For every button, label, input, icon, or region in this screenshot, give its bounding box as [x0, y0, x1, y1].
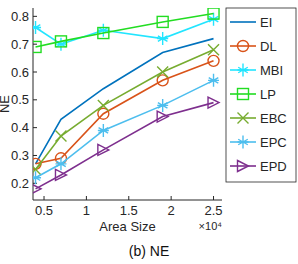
y-tick-label: 0.6: [11, 65, 29, 80]
series-line: [36, 39, 214, 164]
legend-marker: [238, 41, 249, 52]
legend-marker: [238, 136, 249, 149]
chart: 0.2 0.3 0.4 0.5 0.6 0.7 0.8 0.5 1 1.5 2 2.5 ×10⁴ Area…: [0, 0, 298, 264]
point: [55, 36, 66, 47]
legend: EI DL MBI LP EBC EPC EPD: [226, 8, 296, 182]
y-tick: [33, 72, 37, 73]
legend-box: [226, 8, 296, 182]
legend-label: EPC: [260, 135, 287, 150]
point: [55, 169, 66, 180]
point: [157, 16, 168, 27]
y-tick-label: 0.2: [11, 176, 29, 191]
x-tick-label: 2.5: [204, 203, 222, 218]
y-tick: [33, 155, 37, 156]
y-tick-label: 0.3: [11, 148, 29, 163]
legend-line: [230, 45, 256, 47]
legend-marker: [238, 113, 249, 124]
point: [33, 41, 41, 52]
point: [98, 144, 109, 155]
y-axis-label: NE: [0, 95, 12, 113]
point: [33, 171, 41, 184]
legend-label: DL: [260, 39, 277, 54]
point: [208, 44, 219, 55]
point: [157, 32, 168, 45]
legend-marker: [238, 161, 249, 172]
series-line: [36, 103, 214, 189]
point: [157, 67, 168, 78]
legend-label: EPD: [260, 159, 287, 174]
y-tick-label: 0.8: [11, 9, 29, 24]
legend-label: MBI: [260, 63, 283, 78]
point: [157, 111, 168, 122]
series-line: [36, 61, 214, 164]
legend-line: [230, 21, 256, 23]
point: [55, 38, 66, 51]
legend-label: LP: [260, 87, 276, 102]
legend-line: [230, 93, 256, 95]
legend-label: EI: [260, 15, 272, 30]
point: [208, 8, 219, 19]
y-tick: [33, 127, 37, 128]
y-tick: [33, 44, 37, 45]
point: [98, 124, 109, 137]
y-tick-label: 0.7: [11, 37, 29, 52]
legend-marker: [238, 89, 249, 100]
point: [98, 28, 109, 39]
x-tick: [44, 196, 45, 200]
legend-marker: [238, 64, 249, 77]
y-tick: [33, 16, 37, 17]
point: [208, 55, 219, 66]
point: [98, 24, 109, 37]
series-line: [36, 80, 214, 177]
x-axis: [33, 200, 222, 201]
y-tick-label: 0.5: [11, 92, 29, 107]
x-tick: [171, 196, 172, 200]
point: [157, 99, 168, 112]
x-tick-label: 0.5: [35, 203, 53, 218]
point: [55, 131, 66, 142]
x-axis-label: Area Size: [99, 219, 155, 234]
x-tick-label: 1: [83, 203, 90, 218]
y-tick-label: 0.4: [11, 120, 29, 135]
series-line: [36, 14, 214, 47]
point: [98, 100, 109, 111]
point: [33, 21, 41, 34]
point: [55, 157, 66, 170]
point: [208, 74, 219, 87]
legend-line: [230, 165, 256, 167]
point: [33, 183, 41, 194]
x-tick-label: 2: [168, 203, 175, 218]
point: [33, 164, 41, 175]
point: [208, 97, 219, 108]
x-tick-label: 1.5: [120, 203, 138, 218]
y-tick: [33, 99, 37, 100]
x-tick: [128, 196, 129, 200]
x-tick: [86, 196, 87, 200]
plot-area: [33, 8, 219, 194]
legend-label: EBC: [260, 111, 287, 126]
caption: (b) NE: [129, 243, 169, 259]
x-multiplier: ×10⁴: [199, 220, 223, 232]
x-tick: [213, 196, 214, 200]
